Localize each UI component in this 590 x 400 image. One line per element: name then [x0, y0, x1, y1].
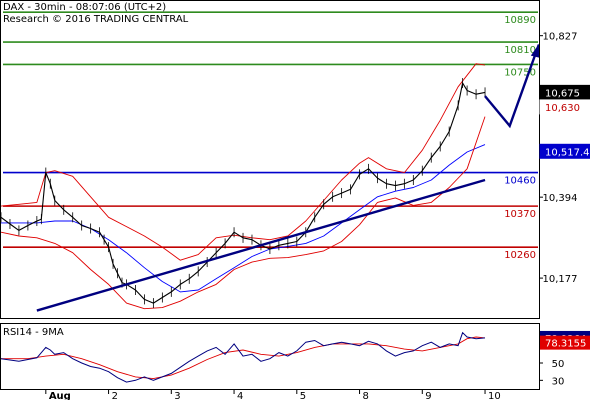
header-line-1: DAX - 30min - 08:07:06 (UTC+2)	[3, 2, 166, 13]
price-badge-label: 10,630	[545, 103, 580, 114]
price-badge	[539, 143, 590, 159]
y-tick-label: 10,394	[543, 193, 578, 204]
x-tick-label: 9	[425, 391, 431, 400]
y-tick-label: 10,827	[543, 32, 578, 43]
level-label-10890: 10890	[504, 15, 536, 26]
level-label-10750: 10750	[504, 67, 536, 78]
forecast-arrow-head	[530, 43, 539, 58]
trendline	[36, 178, 486, 312]
series-bollinger-upper	[1, 63, 486, 261]
price-badge	[539, 84, 590, 100]
level-label-10370: 10370	[504, 209, 536, 220]
level-label-10260: 10260	[504, 250, 536, 261]
rsi-badge-label: 78.3155	[545, 339, 586, 350]
header-line-2: Research © 2016 TRADING CENTRAL	[3, 14, 189, 25]
price-badge-label: 10,517.4	[545, 147, 590, 158]
x-tick-label: 4	[237, 391, 243, 400]
price-badge	[539, 99, 590, 115]
price-badge-label: 10,675	[545, 88, 580, 99]
rsi-tick-label: 50	[552, 359, 565, 370]
rsi-panel-frame	[0, 323, 540, 390]
series-rsi-ma	[1, 336, 486, 380]
series-price	[1, 82, 486, 304]
rsi-tick-label: 30	[552, 376, 565, 387]
series-moving-average	[1, 144, 486, 293]
x-tick-label: 10	[488, 391, 501, 400]
series-bollinger-lower	[1, 116, 486, 310]
level-label-10460: 10460	[504, 176, 536, 187]
forecast-arrow-line	[484, 44, 539, 129]
axes: 10,82710,51610,39410,17710,67510,63010,5…	[45, 32, 590, 400]
series-rsi	[0, 331, 486, 383]
x-tick-label: 3	[174, 391, 180, 400]
x-tick-label: 2	[112, 391, 118, 400]
x-tick-label: 8	[363, 391, 369, 400]
x-tick-label: Aug	[49, 391, 71, 400]
rsi-title: RSI14 - 9MA	[3, 327, 64, 338]
main-panel-frame	[0, 0, 540, 319]
rsi-panel	[0, 331, 486, 383]
rsi-badge	[540, 335, 590, 350]
level-label-10810: 10810	[504, 45, 536, 56]
y-tick-label: 10,177	[543, 274, 578, 285]
x-tick-label: 5	[300, 391, 306, 400]
main-panel: 10890 10810 10750 10460 10370 10260	[1, 11, 539, 312]
